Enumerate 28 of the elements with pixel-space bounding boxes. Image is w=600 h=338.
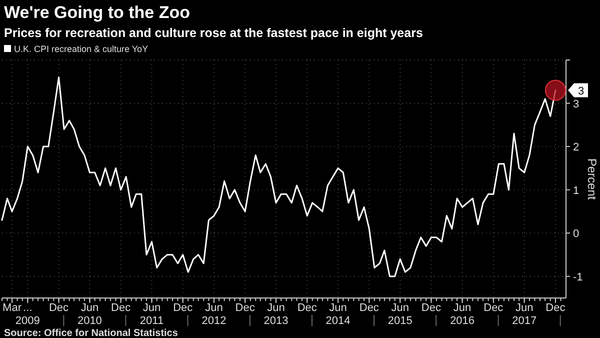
x-tick-label: Dec bbox=[173, 302, 194, 314]
x-tick-label: Dec bbox=[359, 302, 380, 314]
chart-title: We're Going to the Zoo bbox=[4, 3, 190, 22]
x-tick-label: Dec bbox=[297, 302, 318, 314]
x-tick-label: Jun 2017 bbox=[512, 302, 537, 327]
x-tick-label: Jun 2012 bbox=[202, 302, 226, 327]
x-tick-label: Dec bbox=[235, 302, 256, 314]
legend-label: U.K. CPI recreation & culture YoY bbox=[14, 44, 148, 54]
x-tick-label: Jun 2013 bbox=[264, 302, 288, 327]
x-tick-label: Dec bbox=[111, 302, 132, 314]
x-tick-label: Jun 2015 bbox=[388, 302, 412, 327]
y-axis-title: Percent bbox=[585, 158, 599, 200]
x-tick-label: Jun 2011 bbox=[140, 302, 164, 327]
x-tick-label: Jun 2016 bbox=[450, 302, 475, 327]
x-tick-label: Dec bbox=[48, 302, 70, 314]
source-note: Source: Office for National Statistics bbox=[4, 328, 178, 338]
y-tick-label: 3 bbox=[573, 98, 580, 110]
x-tick-label: Dec bbox=[421, 302, 442, 314]
x-tick-label: Mar bbox=[2, 302, 22, 314]
chart-subtitle: Prices for recreation and culture rose at the fastest pace in eight years bbox=[4, 26, 423, 40]
x-tick-label: Jun 2010 bbox=[77, 302, 102, 327]
y-tick-label: -1 bbox=[573, 271, 583, 284]
x-tick-label: Dec bbox=[546, 302, 566, 314]
y-tick-label: 1 bbox=[573, 184, 580, 197]
y-tick-label: 0 bbox=[573, 228, 580, 240]
x-tick-label: Jun 2014 bbox=[326, 302, 350, 327]
x-tick-label: Dec bbox=[484, 302, 504, 314]
y-tick-label: 2 bbox=[573, 142, 580, 154]
